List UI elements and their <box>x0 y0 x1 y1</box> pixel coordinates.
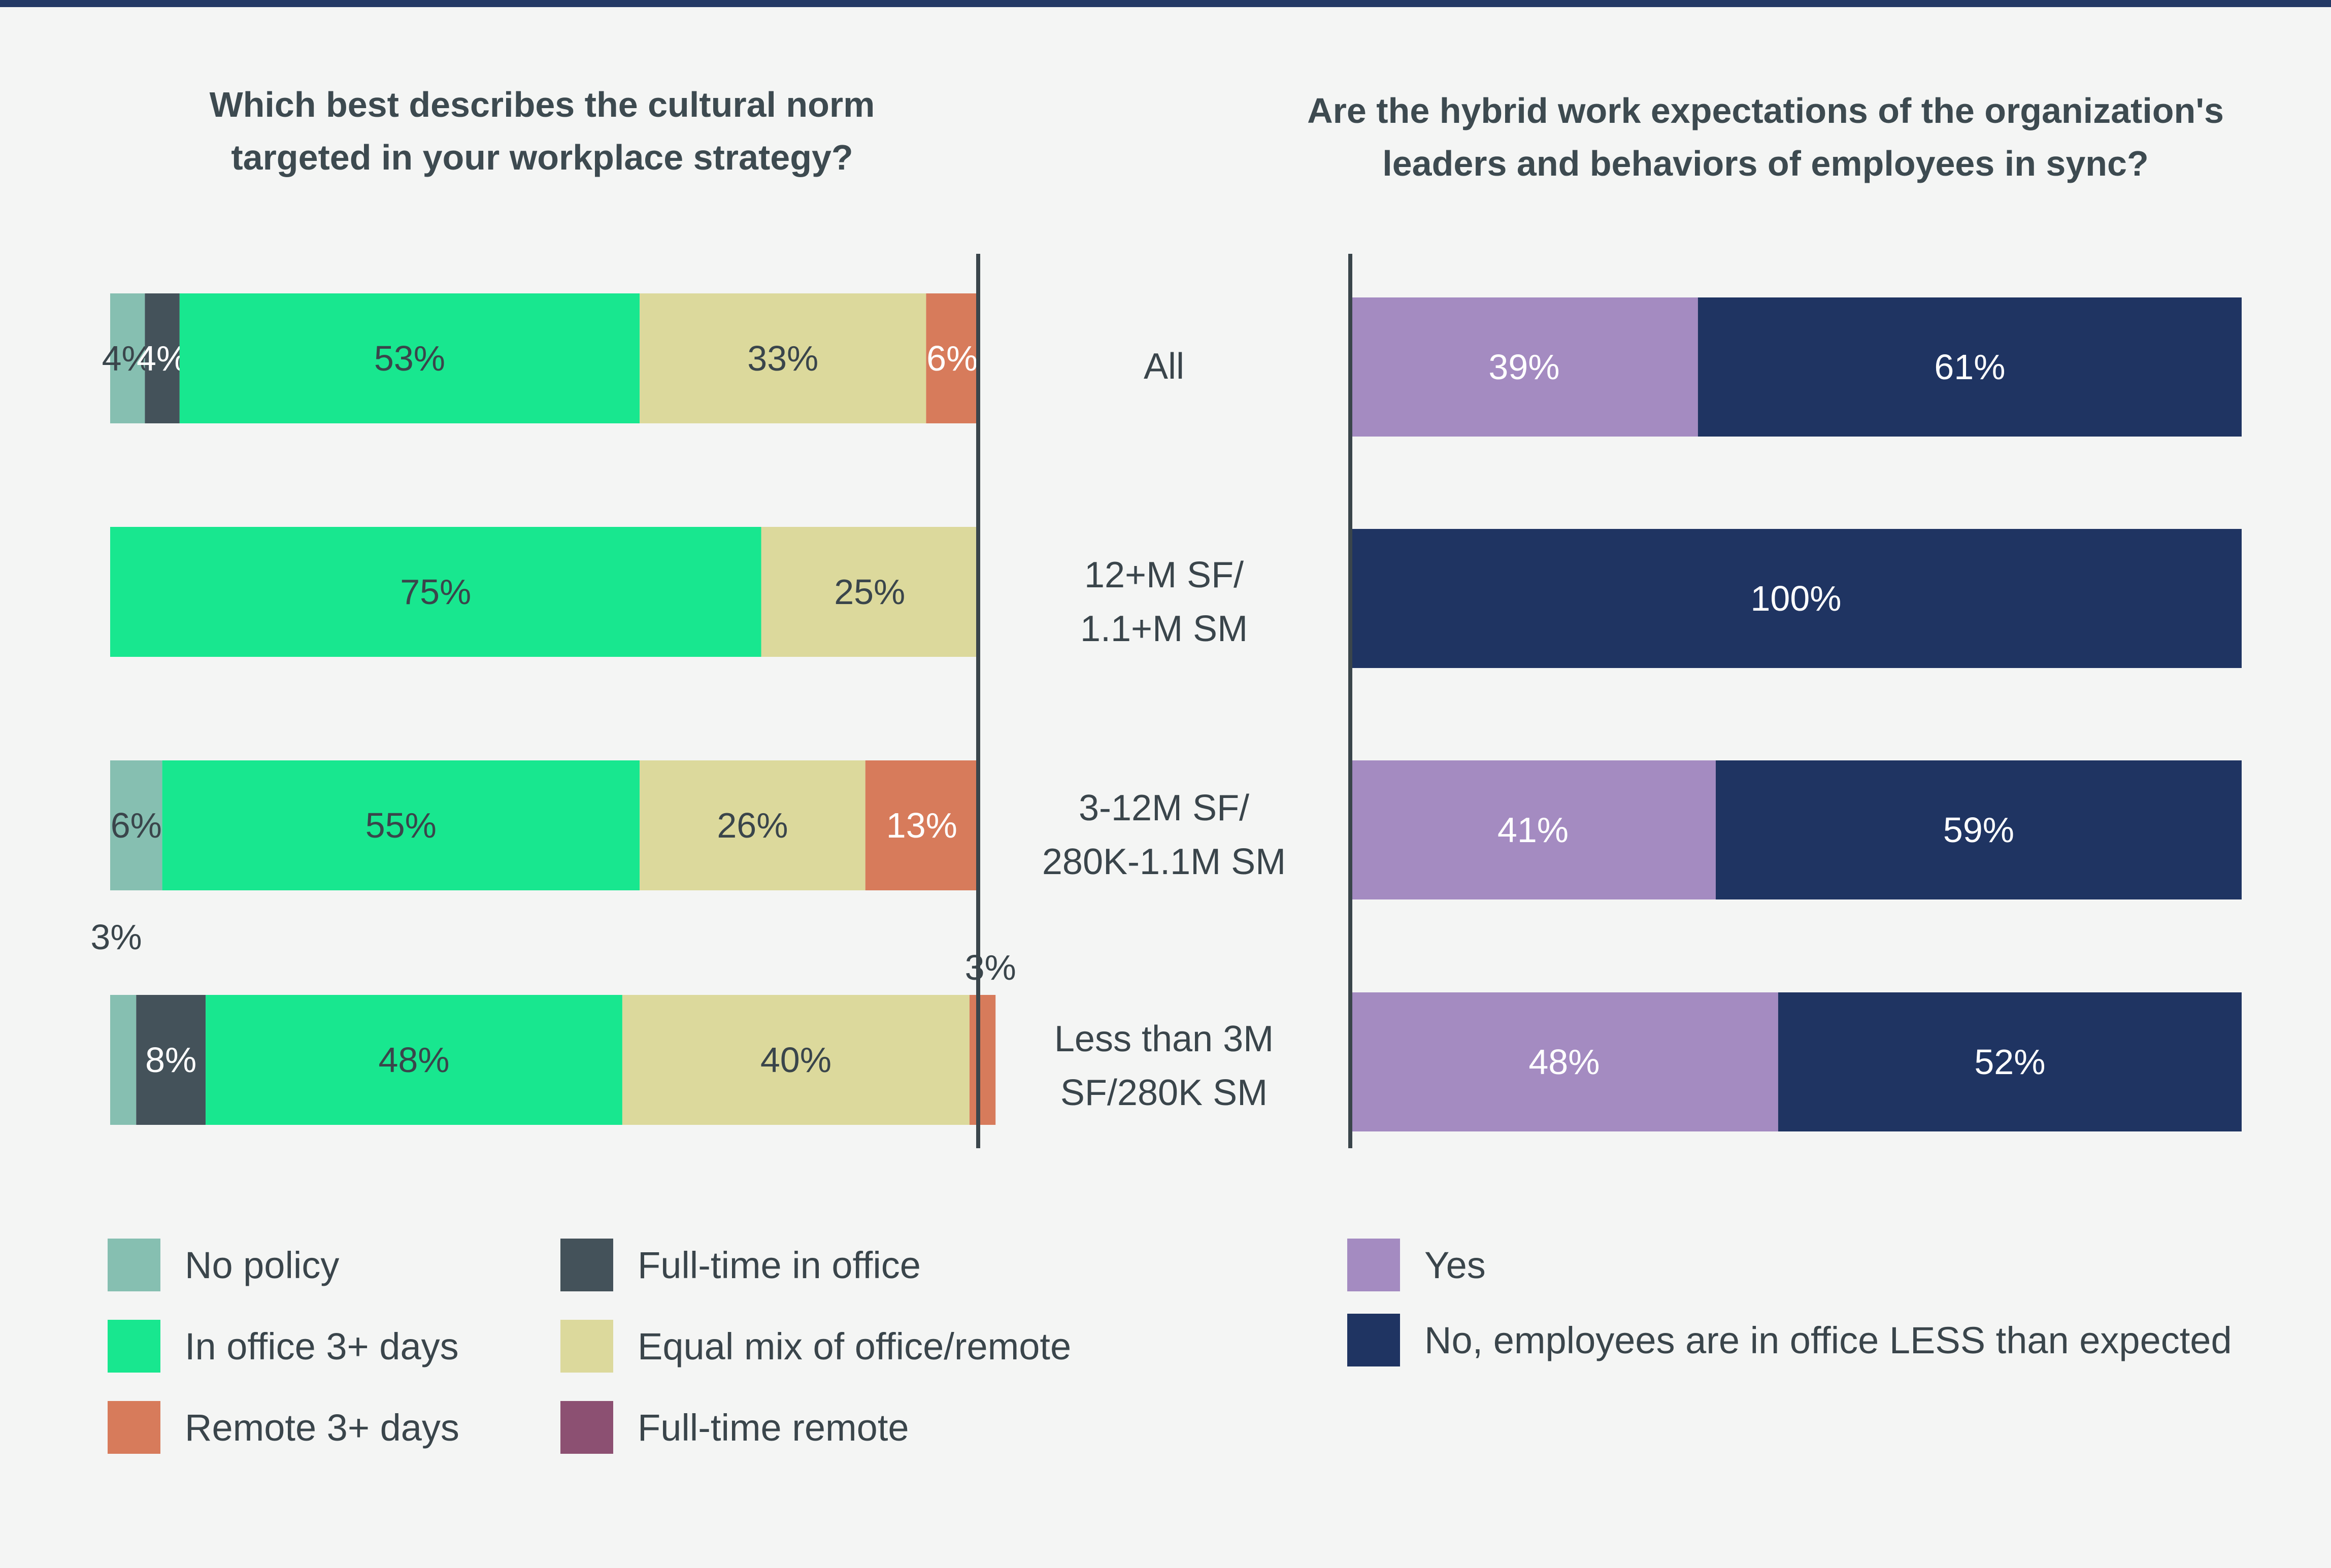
legend-swatch <box>560 1320 613 1373</box>
legend-label: Full-time in office <box>638 1244 921 1286</box>
left-bar-segment <box>136 995 206 1125</box>
category-label: 12+M SF/ <box>1084 555 1244 595</box>
legend-label: Full-time remote <box>638 1407 909 1449</box>
legend-label: In office 3+ days <box>185 1325 459 1367</box>
left-data-label: 40% <box>760 1040 831 1080</box>
legend-swatch <box>560 1401 613 1454</box>
left-chart: Which best describes the cultural norm ta… <box>90 85 1016 1148</box>
left-bar-segment <box>865 760 978 890</box>
left-bar-segment <box>179 293 640 423</box>
right-bar-segment <box>1778 992 2242 1131</box>
legend-label: No, employees are in office LESS than ex… <box>1424 1319 2232 1361</box>
left-data-label: 4% <box>102 339 153 378</box>
right-data-label: 61% <box>1934 347 2005 387</box>
legends: No policy In office 3+ days Remote 3+ days… <box>108 1239 2232 1454</box>
left-data-label: 4% <box>137 339 188 378</box>
legend-label: Equal mix of office/remote <box>638 1325 1071 1367</box>
left-bar-segment <box>162 760 640 890</box>
left-data-label: 3% <box>90 917 142 957</box>
left-bar-segment <box>969 995 996 1125</box>
right-title-line: leaders and behaviors of employees in sy… <box>1382 144 2148 183</box>
category-label: 1.1+M SM <box>1080 609 1248 649</box>
left-axis-line <box>976 254 980 1148</box>
left-bar-segment <box>110 995 137 1125</box>
left-bar-segment <box>622 995 970 1125</box>
left-data-label: 13% <box>886 806 957 845</box>
left-bar-segment <box>110 293 145 423</box>
left-data-label: 6% <box>926 339 978 378</box>
left-bar-segment <box>145 293 180 423</box>
right-chart: Are the hybrid work expectations of the … <box>1307 91 2242 1148</box>
left-bar-segment <box>110 760 162 890</box>
legend-swatch <box>108 1320 160 1373</box>
left-data-label: 53% <box>374 339 445 378</box>
category-labels: All 12+M SF/1.1+M SM 3-12M SF/280K-1.1M SM… <box>1042 346 1286 1113</box>
left-title-line: targeted in your workplace strategy? <box>231 138 853 177</box>
right-data-label: 52% <box>1974 1042 2045 1082</box>
left-bar-segment <box>110 527 761 657</box>
legend-label: No policy <box>185 1244 339 1286</box>
right-data-label: 48% <box>1528 1042 1600 1082</box>
left-data-label: 8% <box>145 1040 196 1080</box>
right-bar-segment <box>1350 529 2242 668</box>
right-bar-segment <box>1715 760 2242 899</box>
category-label: All <box>1144 346 1184 387</box>
legend-label: Remote 3+ days <box>185 1407 459 1449</box>
left-bar-segment <box>761 527 978 657</box>
top-border <box>0 0 2331 7</box>
left-data-label: 26% <box>717 806 788 845</box>
left-bar-segment <box>640 293 926 423</box>
right-bar-segment <box>1350 992 1778 1131</box>
legend-label: Yes <box>1424 1244 1486 1286</box>
right-data-label: 59% <box>1943 810 2014 850</box>
legend-swatch <box>560 1239 613 1291</box>
left-data-label: 48% <box>378 1040 449 1080</box>
left-bar-segment <box>206 995 622 1125</box>
right-data-label: 39% <box>1488 347 1559 387</box>
right-bar-segment <box>1350 760 1716 899</box>
left-data-label: 3% <box>965 948 1016 987</box>
legend-swatch <box>1347 1239 1400 1291</box>
category-label: 280K-1.1M SM <box>1042 842 1286 882</box>
right-title-line: Are the hybrid work expectations of the … <box>1307 91 2224 130</box>
category-label: 3-12M SF/ <box>1079 788 1249 828</box>
category-label: Less than 3M <box>1054 1019 1274 1059</box>
left-data-label: 75% <box>400 572 471 612</box>
left-data-label: 6% <box>111 806 162 845</box>
right-axis-line <box>1348 254 1352 1148</box>
left-bar-segment <box>926 293 978 423</box>
left-title-line: Which best describes the cultural norm <box>210 85 875 124</box>
category-label: SF/280K SM <box>1060 1073 1268 1113</box>
right-bar-segment <box>1350 297 1698 437</box>
legend-swatch <box>108 1239 160 1291</box>
right-bar-segment <box>1697 297 2242 437</box>
legend-swatch <box>108 1401 160 1454</box>
left-data-label: 33% <box>747 339 818 378</box>
legend-swatch <box>1347 1314 1400 1366</box>
left-bar-segment <box>640 760 865 890</box>
left-data-label: 25% <box>834 572 905 612</box>
right-data-label: 41% <box>1497 810 1569 850</box>
left-data-label: 55% <box>365 806 437 845</box>
right-data-label: 100% <box>1750 579 1841 618</box>
